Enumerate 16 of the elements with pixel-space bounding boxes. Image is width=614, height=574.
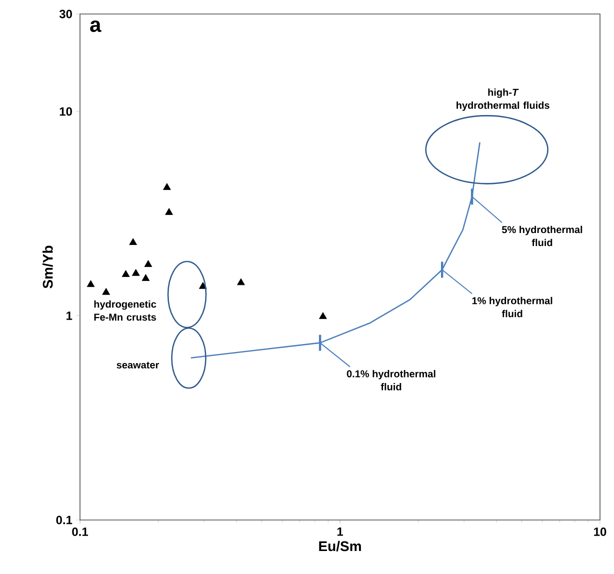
annotation: 5% hydrothermal fluid (502, 226, 582, 246)
annotation: 1% hydrothermal fluid (472, 296, 552, 318)
annotation: 0.1% hydrothermal fluid (346, 370, 436, 390)
y-tick-label: 10 (60, 107, 72, 116)
y-tick-label: 30 (59, 10, 72, 18)
y-tick-label: 0.1 (56, 516, 72, 524)
x-tick-label: 0.1 (72, 528, 88, 536)
annotation: seawater (116, 362, 160, 368)
x-axis-title: Eu/Sm (319, 540, 361, 552)
annotation: high-T hydrothermal fluids (456, 88, 550, 111)
annotation: hydrogenetic Fe-Mn crusts (94, 300, 156, 321)
annotation: a (90, 20, 102, 32)
x-tick-label: 1 (337, 528, 343, 536)
x-tick-label: 10 (594, 528, 606, 536)
y-tick-label: 1 (66, 312, 72, 320)
y-axis-title: Sm/Yb (42, 246, 53, 288)
